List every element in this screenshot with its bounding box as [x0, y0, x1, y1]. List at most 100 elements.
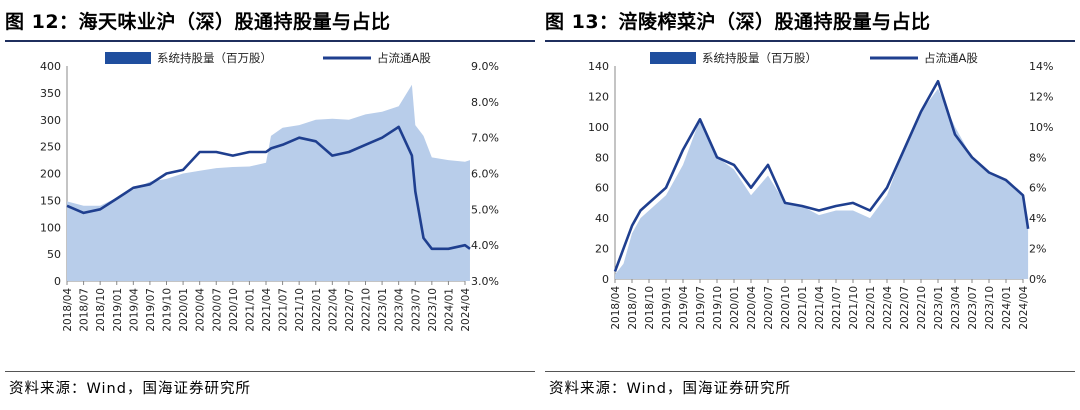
- y-tick-right: 7.0%: [471, 132, 499, 145]
- x-tick-label: 2020/04: [746, 286, 758, 330]
- x-tick-label: 2019/07: [145, 288, 157, 332]
- title-rule: [545, 40, 1075, 42]
- x-tick-label: 2022/10: [916, 286, 928, 330]
- y-tick-left: 80: [595, 151, 609, 164]
- x-tick-label: 2019/01: [112, 288, 124, 332]
- x-tick-label: 2020/07: [763, 286, 775, 330]
- source-rule: [545, 371, 1075, 372]
- x-tick-label: 2022/04: [882, 286, 894, 330]
- y-tick-right: 14%: [1029, 60, 1053, 73]
- y-tick-right: 6%: [1029, 182, 1046, 195]
- x-tick-label: 2019/07: [695, 286, 707, 330]
- x-tick-label: 2021/07: [831, 286, 843, 330]
- y-tick-left: 100: [588, 121, 609, 134]
- y-tick-left: 350: [40, 87, 61, 100]
- x-tick-label: 2023/07: [967, 286, 979, 330]
- chart-panel-haitian: 图 12：海天味业沪（深）股通持股量与占比 400 350 300 250 200 150…: [5, 0, 535, 410]
- x-tick-label: 2024/04: [1018, 286, 1030, 330]
- x-tick-label: 2024/01: [1001, 286, 1013, 330]
- y-tick-left: 0: [602, 273, 609, 286]
- source-rule: [5, 371, 535, 372]
- chart-haitian: 400 350 300 250 200 150 100 50 0 9.0% 8.0% 7.0% 6.0%…: [40, 51, 499, 332]
- y-tick-left: 300: [40, 114, 61, 127]
- y-tick-left: 120: [588, 90, 609, 103]
- x-tick-label: 2021/10: [294, 288, 306, 332]
- y-tick-left: 250: [40, 141, 61, 154]
- x-tick-label: 2023/10: [984, 286, 996, 330]
- x-tick-label: 2023/04: [394, 288, 406, 332]
- x-tick-label: 2020/04: [195, 288, 207, 332]
- y-tick-right: 8.0%: [471, 96, 499, 109]
- x-tick-label: 2021/01: [244, 288, 256, 332]
- x-tick-label: 2023/10: [427, 288, 439, 332]
- y-tick-left: 200: [40, 168, 61, 181]
- chart-title: 图 13：涪陵榨菜沪（深）股通持股量与占比: [545, 11, 931, 33]
- y-tick-right: 8%: [1029, 151, 1046, 164]
- x-tick-label: 2020/10: [228, 288, 240, 332]
- area-series-holdings: [67, 84, 470, 281]
- chart-title: 图 12：海天味业沪（深）股通持股量与占比: [5, 11, 391, 33]
- y-tick-right: 4.0%: [471, 239, 499, 252]
- x-tick-label: 2019/10: [162, 288, 174, 332]
- x-tick-label: 2020/10: [780, 286, 792, 330]
- x-tick-label: 2018/07: [79, 288, 91, 332]
- x-tick-label: 2019/04: [128, 288, 140, 332]
- y-tick-left: 20: [595, 243, 609, 256]
- legend-swatch-area: [105, 52, 151, 64]
- line-series-share: [613, 79, 1030, 272]
- x-tick-label: 2018/07: [627, 286, 639, 330]
- x-tick-label: 2019/04: [678, 286, 690, 330]
- x-tick-label: 2018/04: [610, 286, 622, 330]
- y-tick-left: 0: [54, 275, 61, 288]
- x-tick-label: 2022/01: [865, 286, 877, 330]
- x-tick-label: 2018/10: [644, 286, 656, 330]
- x-tick-label: 2020/01: [178, 288, 190, 332]
- y-tick-left: 60: [595, 182, 609, 195]
- x-tick-label: 2023/07: [410, 288, 422, 332]
- x-tick-label: 2019/10: [712, 286, 724, 330]
- x-tick-label: 2021/07: [278, 288, 290, 332]
- legend-label-area: 系统持股量（百万股）: [702, 51, 817, 65]
- y-tick-right: 5.0%: [471, 203, 499, 216]
- x-tick-label: 2022/07: [899, 286, 911, 330]
- y-tick-left: 150: [40, 194, 61, 207]
- y-tick-left: 50: [47, 248, 61, 261]
- legend-label-line: 占流通A股: [924, 51, 978, 65]
- y-tick-right: 0%: [1029, 273, 1046, 286]
- x-tick-label: 2022/07: [344, 288, 356, 332]
- chart-panel-fuling: 图 13：涪陵榨菜沪（深）股通持股量与占比 140 120 100 80 60 40 20 0…: [545, 0, 1075, 410]
- y-tick-right: 12%: [1029, 90, 1053, 103]
- legend-swatch-area: [650, 52, 696, 64]
- x-tick-label: 2022/04: [327, 288, 339, 332]
- y-tick-right: 4%: [1029, 212, 1046, 225]
- source-note: 资料来源：Wind，国海证券研究所: [549, 381, 791, 397]
- legend-label-area: 系统持股量（百万股）: [157, 51, 272, 65]
- x-tick-label: 2021/04: [261, 288, 273, 332]
- x-tick-label: 2023/01: [377, 288, 389, 332]
- x-tick-label: 2023/01: [933, 286, 945, 330]
- title-rule: [5, 40, 535, 42]
- y-tick-left: 400: [40, 60, 61, 73]
- y-tick-left: 140: [588, 60, 609, 73]
- x-tick-label: 2023/04: [950, 286, 962, 330]
- x-tick-label: 2020/01: [729, 286, 741, 330]
- x-tick-label: 2018/04: [62, 288, 74, 332]
- y-tick-right: 2%: [1029, 243, 1046, 256]
- x-tick-label: 2021/01: [797, 286, 809, 330]
- y-tick-left: 40: [595, 212, 609, 225]
- source-note: 资料来源：Wind，国海证券研究所: [9, 381, 251, 397]
- x-tick-label: 2021/10: [848, 286, 860, 330]
- legend-label-line: 占流通A股: [377, 51, 431, 65]
- x-tick-label: 2021/04: [814, 286, 826, 330]
- area-series-holdings: [615, 88, 1029, 279]
- x-tick-label: 2022/01: [311, 288, 323, 332]
- x-tick-label: 2019/01: [661, 286, 673, 330]
- y-tick-right: 6.0%: [471, 168, 499, 181]
- y-tick-left: 100: [40, 221, 61, 234]
- y-tick-right: 10%: [1029, 121, 1053, 134]
- y-tick-right: 3.0%: [471, 275, 499, 288]
- x-tick-label: 2018/10: [95, 288, 107, 332]
- line-series-share: [66, 125, 471, 251]
- x-tick-label: 2024/04: [460, 288, 472, 332]
- chart-fuling: 140 120 100 80 60 40 20 0 14% 12% 10% 8% 6% 4% 2% 0% 201…: [588, 51, 1053, 330]
